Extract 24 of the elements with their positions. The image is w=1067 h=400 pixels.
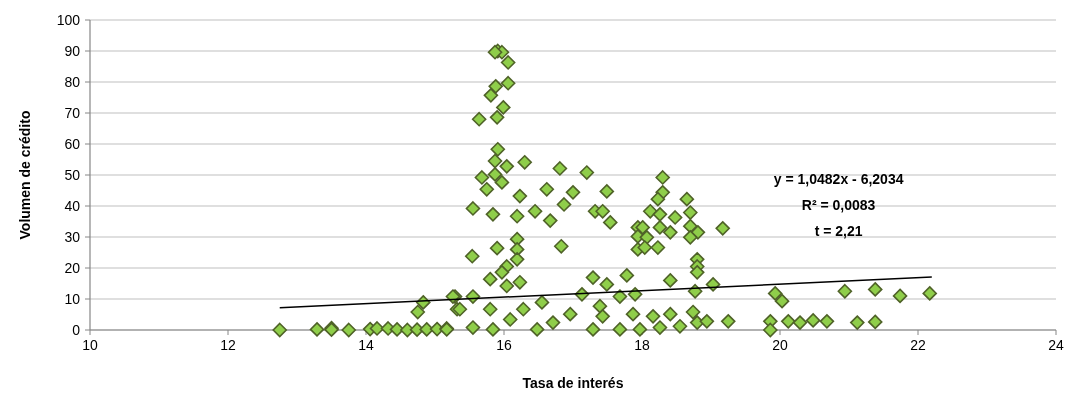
y-tick-label: 100 xyxy=(56,12,81,28)
x-tick-label: 18 xyxy=(634,337,650,353)
y-tick-label: 70 xyxy=(64,105,81,121)
annotation: y = 1,0482x - 6,2034 xyxy=(773,171,904,188)
y-tick-label: 30 xyxy=(64,229,81,245)
y-axis-title: Volumen de crédito xyxy=(17,110,33,240)
annotation: t = 2,21 xyxy=(814,223,863,240)
y-tick-label: 20 xyxy=(64,260,81,276)
x-tick-label: 20 xyxy=(772,337,788,353)
y-tick-label: 90 xyxy=(64,43,81,59)
x-tick-label: 10 xyxy=(82,337,98,353)
y-tick-label: 50 xyxy=(64,167,81,183)
x-axis-title: Tasa de interés xyxy=(522,375,624,391)
y-tick-label: 0 xyxy=(72,322,81,338)
y-tick-label: 80 xyxy=(64,74,81,90)
y-tick-label: 10 xyxy=(64,291,81,307)
annotation: R² = 0,0083 xyxy=(801,197,876,214)
y-tick-label: 60 xyxy=(64,136,81,152)
x-tick-label: 14 xyxy=(358,337,374,353)
x-tick-label: 16 xyxy=(496,337,512,353)
y-tick-label: 40 xyxy=(64,198,81,214)
x-tick-label: 22 xyxy=(910,337,926,353)
x-tick-label: 24 xyxy=(1048,337,1064,353)
x-tick-label: 12 xyxy=(220,337,236,353)
